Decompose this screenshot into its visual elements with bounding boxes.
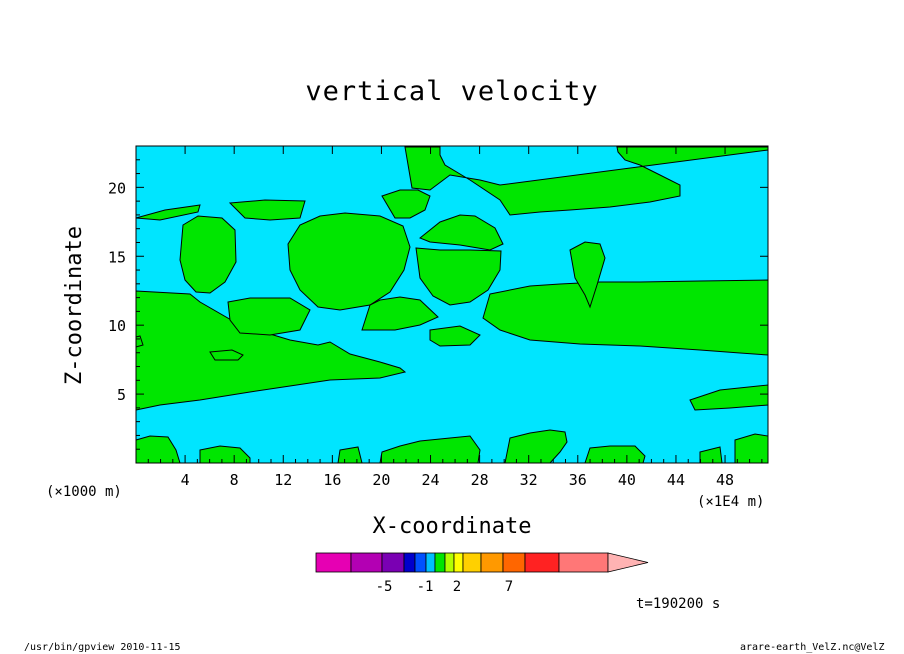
x-tick-label-12: 12	[274, 471, 292, 489]
x-tick-label-32: 32	[520, 471, 538, 489]
colorbar-label-1: -5	[376, 579, 393, 595]
x-tick-label-24: 24	[421, 471, 439, 489]
updraft-region-3	[209, 349, 244, 361]
plot-frame	[135, 145, 769, 464]
colorbar-swatch-1	[315, 552, 352, 573]
x-tick-label-44: 44	[667, 471, 685, 489]
x-axis-label: X-coordinate	[372, 514, 532, 539]
x-scale-label: (×1E4 m)	[697, 494, 765, 510]
colorbar-swatch-12	[502, 552, 526, 573]
x-unit-label: (×1000 m)	[46, 484, 122, 500]
updraft-region-7	[135, 204, 201, 221]
colorbar-swatch-4	[403, 552, 416, 573]
colorbar-label-4: 7	[505, 579, 513, 595]
colorbar-swatch-3	[381, 552, 405, 573]
colorbar-swatch-14	[558, 552, 609, 573]
colorbar-swatch-7	[434, 552, 446, 573]
updraft-region-17	[569, 241, 606, 309]
colorbar-swatch-6	[425, 552, 436, 573]
colorbar-swatch-5	[414, 552, 427, 573]
footer-program: /usr/bin/gpview 2010-11-15	[24, 642, 181, 653]
colorbar-extend-arrow	[607, 552, 649, 573]
colorbar-swatch-11	[480, 552, 504, 573]
updraft-region-15	[415, 247, 502, 306]
colorbar-swatch-13	[524, 552, 560, 573]
updraft-region-6	[429, 325, 481, 347]
x-tick-label-40: 40	[618, 471, 636, 489]
x-tick-label-36: 36	[569, 471, 587, 489]
x-tick-label-28: 28	[471, 471, 489, 489]
footer-file: arare-earth_VelZ.nc@VelZ	[740, 642, 885, 653]
updraft-region-10	[227, 297, 311, 336]
time-label: t=190200 s	[636, 596, 721, 612]
updraft-region-13	[361, 296, 439, 331]
colorbar-swatch-9	[453, 552, 464, 573]
x-tick-label-20: 20	[372, 471, 390, 489]
updraft-region-16	[404, 146, 769, 216]
updraft-region-9	[228, 199, 306, 221]
updraft-region-12	[381, 189, 431, 219]
colorbar-label-3: 2	[453, 579, 461, 595]
x-tick-label-8: 8	[230, 471, 239, 489]
updraft-region-14	[419, 214, 504, 251]
colorbar-label-2: -1	[417, 579, 434, 595]
colorbar-swatch-8	[444, 552, 455, 573]
y-axis-label: Z-coordinate	[62, 226, 87, 385]
x-tick-label-16: 16	[323, 471, 341, 489]
velocity-regions	[135, 146, 769, 464]
x-tick-label-48: 48	[716, 471, 734, 489]
updraft-region-20	[337, 446, 363, 464]
y-tick-label-15: 15	[108, 248, 126, 266]
y-tick-label-10: 10	[108, 317, 126, 335]
updraft-region-11	[287, 212, 411, 311]
y-tick-label-20: 20	[108, 179, 126, 197]
updraft-region-25	[734, 433, 769, 464]
y-tick-label-5: 5	[117, 386, 126, 404]
colorbar: -5 -1 2 7	[315, 552, 649, 595]
colorbar-swatch-2	[350, 552, 383, 573]
chart-title: vertical velocity	[305, 76, 599, 107]
updraft-region-8	[179, 215, 237, 294]
colorbar-swatch-10	[462, 552, 482, 573]
x-tick-label-4: 4	[181, 471, 190, 489]
